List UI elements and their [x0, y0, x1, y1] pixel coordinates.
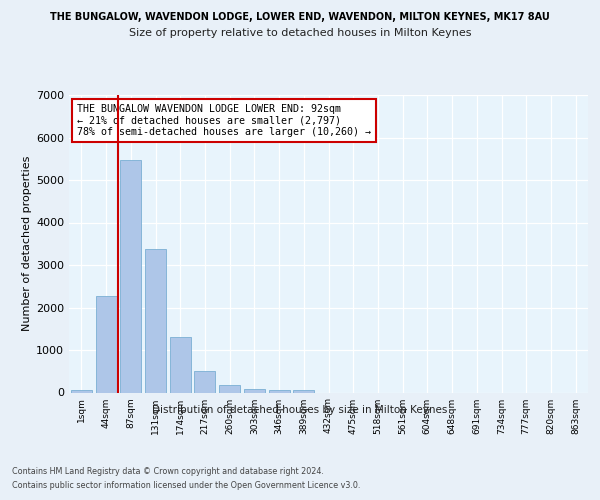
Bar — [293, 390, 314, 392]
Y-axis label: Number of detached properties: Number of detached properties — [22, 156, 32, 332]
Text: Size of property relative to detached houses in Milton Keynes: Size of property relative to detached ho… — [129, 28, 471, 38]
Text: Distribution of detached houses by size in Milton Keynes: Distribution of detached houses by size … — [152, 405, 448, 415]
Bar — [145, 249, 166, 392]
Bar — [269, 390, 290, 392]
Text: Contains HM Land Registry data © Crown copyright and database right 2024.: Contains HM Land Registry data © Crown c… — [12, 468, 324, 476]
Text: THE BUNGALOW, WAVENDON LODGE, LOWER END, WAVENDON, MILTON KEYNES, MK17 8AU: THE BUNGALOW, WAVENDON LODGE, LOWER END,… — [50, 12, 550, 22]
Bar — [244, 388, 265, 392]
Bar — [120, 160, 141, 392]
Bar — [219, 385, 240, 392]
Bar — [71, 390, 92, 392]
Bar — [170, 337, 191, 392]
Text: THE BUNGALOW WAVENDON LODGE LOWER END: 92sqm
← 21% of detached houses are smalle: THE BUNGALOW WAVENDON LODGE LOWER END: 9… — [77, 104, 371, 137]
Bar — [194, 371, 215, 392]
Bar — [95, 296, 116, 392]
Text: Contains public sector information licensed under the Open Government Licence v3: Contains public sector information licen… — [12, 481, 361, 490]
